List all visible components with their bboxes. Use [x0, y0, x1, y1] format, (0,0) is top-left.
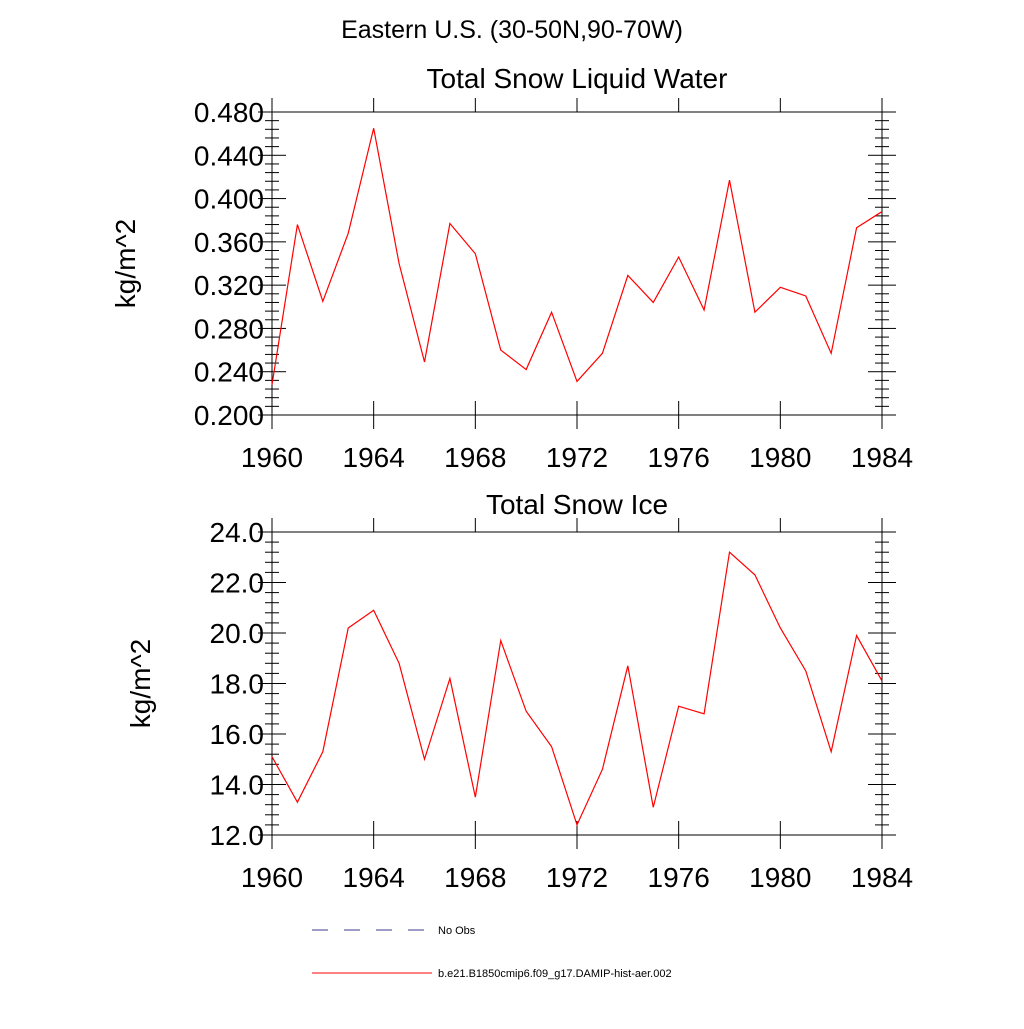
chart-panel-2: Total Snow Ice kg/m^2 1960 1964 1968 1972 1976…	[125, 489, 913, 893]
x-tick-label: 1984	[851, 442, 913, 473]
chart-panel-1: Total Snow Liquid Water kg/m^2 1960 1964 196…	[110, 63, 913, 473]
y-tick-label: 0.400	[194, 184, 264, 215]
x-tick-label: 1968	[444, 862, 506, 893]
x-tick-label: 1972	[546, 442, 608, 473]
y-tick-label: 16.0	[210, 719, 265, 750]
y-tick-label: 20.0	[210, 618, 265, 649]
y-tick-label: 0.480	[194, 97, 264, 128]
x-tick-label: 1976	[648, 862, 710, 893]
x-tick-label: 1972	[546, 862, 608, 893]
y-tick-label: 18.0	[210, 669, 265, 700]
legend: No Obs b.e21.B1850cmip6.f09_g17.DAMIP-his…	[312, 925, 672, 980]
y-tick-label: 0.360	[194, 227, 264, 258]
x-tick-label: 1960	[241, 862, 303, 893]
y-tick-label: 0.280	[194, 313, 264, 344]
chart-title: Total Snow Liquid Water	[427, 63, 728, 94]
y-tick-label: 22.0	[210, 568, 265, 599]
page-title: Eastern U.S. (30-50N,90-70W)	[0, 16, 1024, 45]
x-tick-label: 1980	[749, 442, 811, 473]
legend-label-2: b.e21.B1850cmip6.f09_g17.DAMIP-hist-aer.…	[438, 968, 672, 980]
y-tick-label: 0.320	[194, 270, 264, 301]
plot-frame	[272, 532, 882, 835]
y-tick-label: 12.0	[210, 820, 265, 851]
y-tick-label: 0.240	[194, 357, 264, 388]
series-line-1	[272, 552, 882, 825]
x-tick-label: 1964	[343, 862, 405, 893]
x-tick-label: 1968	[444, 442, 506, 473]
y-tick-label: 14.0	[210, 770, 265, 801]
x-tick-label: 1980	[749, 862, 811, 893]
x-tick-label: 1964	[343, 442, 405, 473]
y-axis-label: kg/m^2	[125, 639, 156, 728]
x-tick-label: 1976	[648, 442, 710, 473]
y-axis-label: kg/m^2	[110, 219, 141, 308]
y-tick-label: 0.440	[194, 140, 264, 171]
chart-title: Total Snow Ice	[486, 489, 668, 520]
x-tick-label: 1984	[851, 862, 913, 893]
x-tick-label: 1960	[241, 442, 303, 473]
y-tick-label: 24.0	[210, 517, 265, 548]
series-line-1	[272, 128, 882, 384]
plot-frame	[272, 112, 882, 415]
y-tick-label: 0.200	[194, 400, 264, 431]
legend-label-1: No Obs	[438, 925, 476, 937]
